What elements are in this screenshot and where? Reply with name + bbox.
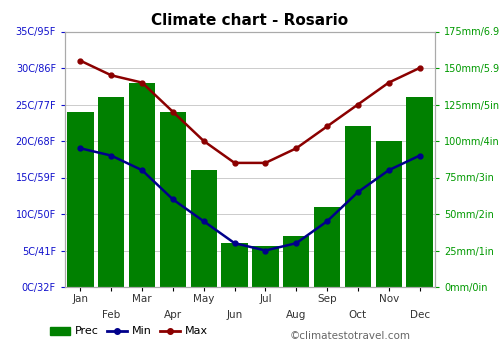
Bar: [252, 246, 278, 287]
Bar: [222, 243, 248, 287]
Text: ©climatestotravel.com: ©climatestotravel.com: [290, 331, 411, 341]
Bar: [314, 207, 340, 287]
Bar: [345, 126, 371, 287]
Text: Feb: Feb: [102, 310, 120, 320]
Bar: [160, 112, 186, 287]
Bar: [98, 97, 124, 287]
Bar: [68, 112, 94, 287]
Text: Aug: Aug: [286, 310, 306, 320]
Text: Jun: Jun: [226, 310, 242, 320]
Text: Dec: Dec: [410, 310, 430, 320]
Bar: [190, 170, 217, 287]
Legend: Prec, Min, Max: Prec, Min, Max: [46, 322, 212, 341]
Bar: [283, 236, 310, 287]
Text: Oct: Oct: [349, 310, 367, 320]
Text: Apr: Apr: [164, 310, 182, 320]
Bar: [406, 97, 432, 287]
Bar: [376, 141, 402, 287]
Title: Climate chart - Rosario: Climate chart - Rosario: [152, 13, 348, 28]
Bar: [129, 83, 155, 287]
